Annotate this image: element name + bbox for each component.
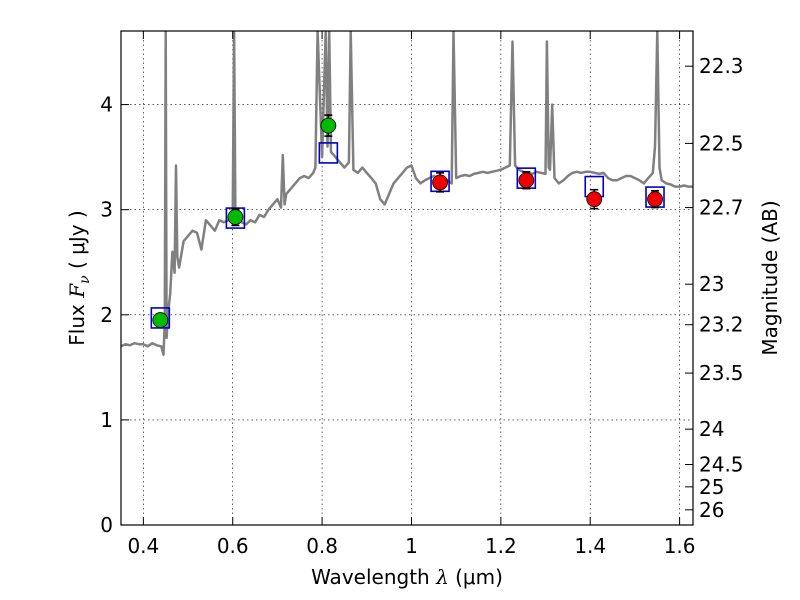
y-tick-label: 0 [100,513,113,537]
x-axis-label-units: (μm) [449,565,503,589]
plot-frame [120,30,694,526]
optical-photometry-point [152,312,169,328]
optical-photometry-point [227,209,244,225]
y2-tick-label: 22.7 [699,196,744,220]
y-axis-label-text: Flux [65,298,89,346]
y2-tick-label: 24.5 [699,453,744,477]
x-tick-label: 1.4 [574,534,606,558]
markers [150,114,665,329]
y-tick-label: 2 [100,303,113,327]
nir-photometry-point [432,174,448,191]
optical-photometry-point [320,117,337,134]
x-tick-label: 0.4 [127,534,159,558]
y2-tick-label: 23.5 [699,361,744,385]
y-tick-label: 3 [100,198,113,222]
nir-photometry-point [586,191,603,208]
x-axis-label-text: Wavelength [311,565,436,589]
y2-tick-label: 26 [699,498,724,522]
x-axis-label-symbol: λ [435,565,449,589]
plot-area [121,31,693,356]
y-axis-label-units: ( μJy ) [65,210,89,275]
y-axis-label-subscript: ν [77,275,93,284]
y2-tick-label: 25 [699,475,724,499]
y-axis-label-symbol: F [65,283,89,299]
model-spectrum-line [121,31,693,356]
nir-photometry-point [518,172,535,189]
axes-ticks: 0.4 0.6 0.8 1 1.2 1.4 1.60123422.322.522.72323… [100,31,744,558]
x-tick-label: 1.6 [664,534,696,558]
y-axis-label: Flux Fν ( μJy ) [65,210,93,345]
model-photometry-square [318,142,339,164]
x-tick-label: 0.8 [306,534,338,558]
x-tick-label: 1.2 [485,534,517,558]
y2-tick-label: 22.3 [699,54,744,78]
x-axis-label: Wavelength λ (μm) [311,565,503,589]
y2-axis-label: Magnitude (AB) [758,200,782,355]
x-tick-label: 0.6 [217,534,249,558]
x-tick-label: 1 [405,534,418,558]
nir-photometry-point [647,191,663,208]
y2-tick-label: 22.5 [699,131,744,155]
y2-tick-label: 24 [699,417,724,441]
grid [121,31,693,526]
y2-tick-label: 23.2 [699,313,744,337]
y-tick-label: 1 [100,408,113,432]
y-tick-label: 4 [100,93,113,117]
y2-tick-label: 23 [699,272,724,296]
